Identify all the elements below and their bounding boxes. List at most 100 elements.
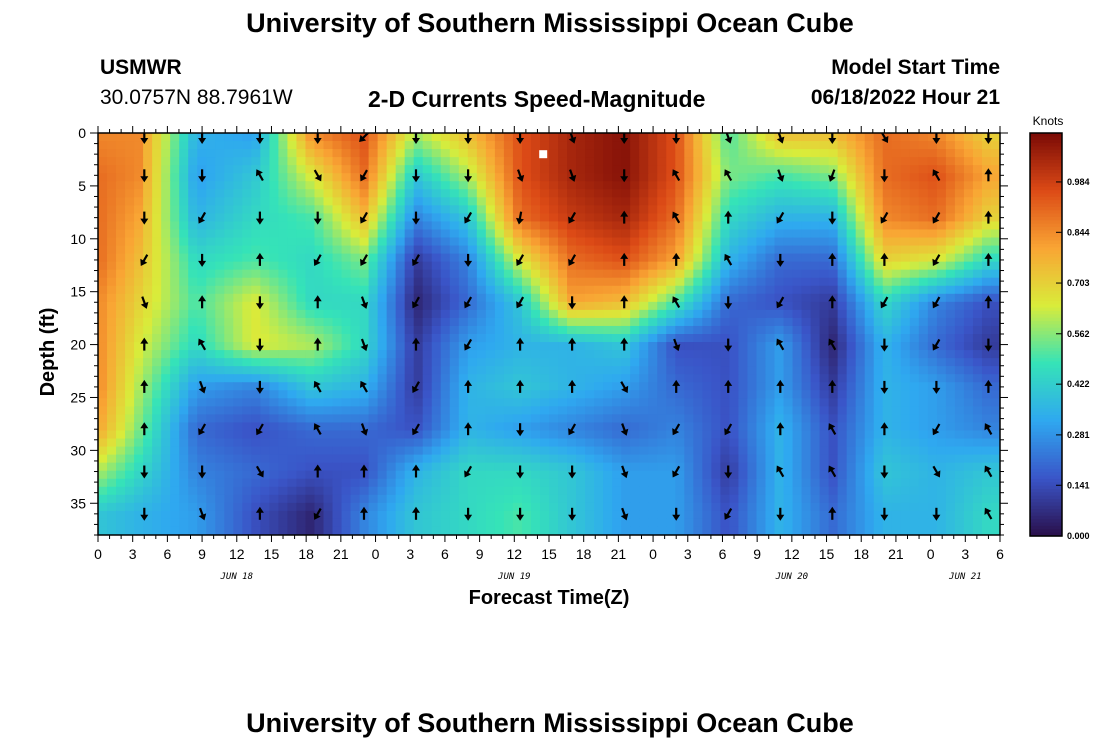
heatmap-cell: [341, 350, 352, 359]
heatmap-cell: [269, 157, 279, 166]
heatmap-cell: [828, 213, 839, 223]
heatmap-cell: [855, 213, 866, 223]
heatmap-cell: [206, 301, 216, 311]
heatmap-cell: [332, 342, 343, 351]
heatmap-cell: [206, 325, 216, 335]
heatmap-cell: [846, 317, 857, 327]
heatmap-cell: [630, 293, 640, 303]
heatmap-cell: [639, 181, 649, 190]
heatmap-cell: [630, 462, 640, 472]
heatmap-cell: [431, 438, 442, 448]
heatmap-cell: [431, 221, 442, 231]
heatmap-cell: [900, 261, 911, 271]
heatmap-cell: [269, 390, 279, 399]
heatmap-cell: [612, 165, 622, 174]
heatmap-cell: [945, 173, 956, 182]
heatmap-cell: [873, 446, 884, 456]
heatmap-cell: [666, 173, 676, 182]
heatmap-cell: [972, 229, 983, 239]
heatmap-cell: [558, 165, 568, 174]
heatmap-cell: [107, 229, 117, 239]
heatmap-cell: [395, 478, 406, 488]
heatmap-cell: [720, 197, 730, 206]
heatmap-cell: [864, 253, 875, 263]
heatmap-cell: [558, 470, 568, 480]
heatmap-cell: [810, 462, 821, 472]
heatmap-cell: [125, 317, 135, 327]
heatmap-cell: [386, 422, 397, 432]
heatmap-cell: [512, 366, 523, 375]
heatmap-cell: [576, 430, 586, 440]
heatmap-cell: [134, 470, 144, 480]
heatmap-cell: [972, 221, 983, 231]
heatmap-cell: [864, 245, 875, 255]
heatmap-cell: [440, 462, 451, 472]
heatmap-cell: [693, 518, 703, 528]
heatmap-cell: [891, 221, 902, 231]
heatmap-cell: [242, 197, 252, 206]
heatmap-cell: [639, 422, 649, 432]
heatmap-cell: [657, 197, 667, 206]
heatmap-cell: [215, 438, 225, 448]
heatmap-cell: [377, 157, 388, 166]
heatmap-cell: [900, 165, 911, 174]
heatmap-cell: [738, 269, 749, 279]
heatmap-cell: [810, 221, 821, 231]
heatmap-cell: [801, 398, 812, 407]
heatmap-cell: [341, 510, 352, 520]
heatmap-cell: [206, 486, 216, 496]
heatmap-cell: [134, 317, 144, 327]
heatmap-cell: [765, 470, 776, 480]
heatmap-cell: [945, 141, 956, 150]
heatmap-cell: [981, 446, 992, 456]
heatmap-cell: [900, 213, 911, 223]
heatmap-cell: [612, 390, 622, 399]
heatmap-cell: [341, 133, 352, 142]
heatmap-cell: [963, 446, 974, 456]
heatmap-cell: [152, 157, 162, 166]
heatmap-cell: [810, 502, 821, 512]
heatmap-cell: [116, 390, 126, 399]
heatmap-cell: [702, 382, 712, 391]
heatmap-cell: [530, 398, 541, 407]
heatmap-cell: [918, 325, 929, 335]
heatmap-cell: [990, 446, 1000, 456]
heatmap-cell: [278, 325, 289, 335]
heatmap-cell: [972, 165, 983, 174]
heatmap-cell: [449, 157, 460, 166]
heatmap-cell: [882, 366, 893, 375]
heatmap-cell: [467, 478, 478, 488]
heatmap-cell: [314, 181, 325, 190]
heatmap-cell: [801, 301, 812, 311]
heatmap-cell: [954, 325, 965, 335]
heatmap-cell: [413, 510, 424, 520]
heatmap-cell: [440, 398, 451, 407]
heatmap-cell: [215, 406, 225, 415]
heatmap-cell: [873, 173, 884, 182]
heatmap-cell: [521, 213, 532, 223]
heatmap-cell: [981, 374, 992, 383]
heatmap-cell: [368, 454, 379, 464]
heatmap-cell: [476, 133, 487, 142]
heatmap-cell: [810, 309, 821, 319]
heatmap-cell: [567, 181, 577, 190]
heatmap-cell: [576, 358, 586, 367]
heatmap-cell: [368, 285, 379, 295]
heatmap-cell: [251, 486, 261, 496]
heatmap-cell: [161, 366, 171, 375]
heatmap-cell: [251, 390, 261, 399]
heatmap-cell: [576, 173, 586, 182]
heatmap-cell: [945, 277, 956, 287]
heatmap-cell: [485, 446, 496, 456]
heatmap-cell: [729, 189, 740, 198]
heatmap-cell: [675, 398, 685, 407]
heatmap-cell: [341, 221, 352, 231]
heatmap-cell: [278, 374, 289, 383]
heatmap-cell: [422, 197, 433, 206]
heatmap-cell: [855, 157, 866, 166]
model-start-time: 06/18/2022 Hour 21: [810, 86, 1000, 109]
heatmap-cell: [756, 382, 767, 391]
heatmap-cell: [792, 197, 803, 206]
heatmap-cell: [98, 510, 108, 520]
heatmap-cell: [476, 317, 487, 327]
